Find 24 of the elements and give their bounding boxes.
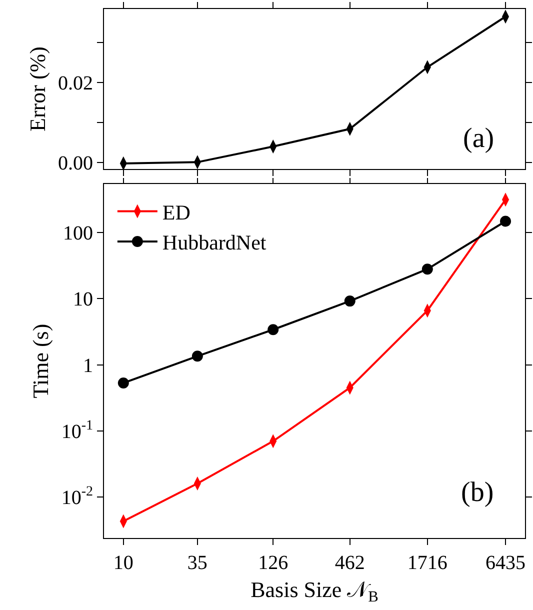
annotation: (b) bbox=[461, 477, 494, 508]
annotation: (a) bbox=[463, 123, 494, 154]
y-tick-label: 0.00 bbox=[58, 152, 93, 175]
y-tick-label: 10$^{-1}$ bbox=[61, 418, 93, 443]
x-tick-label: 10 bbox=[113, 552, 134, 574]
y-axis-title: Error (%) bbox=[24, 46, 50, 132]
point bbox=[192, 350, 203, 362]
y-axis-title: Time (s) bbox=[28, 324, 54, 398]
y-tick-label: 0.02 bbox=[58, 72, 93, 94]
x-tick-label: 462 bbox=[334, 552, 365, 574]
point bbox=[268, 324, 279, 336]
legend-label: HubbardNet bbox=[162, 230, 266, 255]
y-tick-label: 1 bbox=[83, 354, 93, 377]
y-tick-label: 10$^{-2}$ bbox=[61, 484, 93, 510]
x-tick-label: 6435 bbox=[486, 552, 526, 574]
legend-label: ED bbox=[162, 200, 190, 224]
y-tick-label: 100 bbox=[63, 222, 93, 245]
x-tick-label: 35 bbox=[187, 552, 208, 574]
x-tick-label: 126 bbox=[258, 552, 288, 574]
x-axis-title: Basis Size 𝒩$_{B}$ bbox=[250, 576, 378, 606]
point bbox=[344, 296, 356, 307]
y-tick-label: 10 bbox=[73, 288, 93, 311]
point bbox=[422, 264, 433, 275]
x-tick-label: 1716 bbox=[407, 552, 448, 574]
